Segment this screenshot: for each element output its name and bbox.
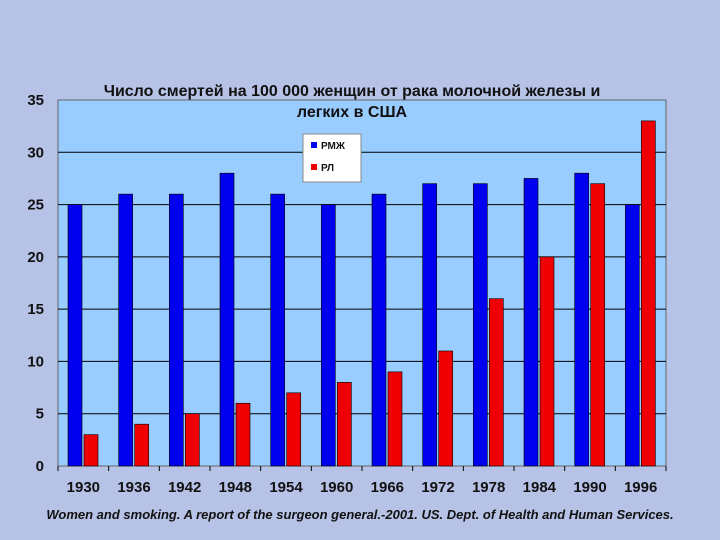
bar-rl-1990 bbox=[590, 183, 605, 467]
bar-rmzh-1996 bbox=[625, 204, 640, 467]
bar-rmzh-1936 bbox=[118, 193, 133, 467]
bars bbox=[67, 120, 656, 467]
bar-rmzh-1984 bbox=[523, 178, 539, 467]
x-tick-label-1960: 1960 bbox=[320, 479, 353, 496]
x-axis: 1930 1936 1942 1948 1954 1960 1966 1972 1978 1984… bbox=[57, 466, 667, 496]
bar-rmzh-1990 bbox=[574, 172, 589, 467]
bar-rl-1984 bbox=[539, 256, 555, 467]
x-tick-label-1996: 1996 bbox=[624, 479, 657, 496]
bar-rl-1978 bbox=[489, 298, 504, 467]
bar-rmzh-1972 bbox=[422, 183, 437, 467]
legend-swatch-rl bbox=[311, 164, 317, 170]
x-tick-label-1966: 1966 bbox=[371, 479, 404, 496]
bar-rl-1948 bbox=[235, 402, 251, 467]
bar-rmzh-1948 bbox=[219, 172, 235, 467]
y-axis: 0 5 10 15 20 25 30 35 bbox=[27, 92, 44, 475]
y-tick-label: 5 bbox=[36, 406, 44, 423]
legend-label-rl: РЛ bbox=[321, 163, 334, 174]
x-tick-label-1972: 1972 bbox=[421, 479, 454, 496]
bar-rmzh-1930 bbox=[67, 204, 83, 467]
bar-rl-1954 bbox=[286, 392, 301, 467]
x-tick-label-1948: 1948 bbox=[219, 479, 252, 496]
bar-rl-1966 bbox=[387, 371, 403, 467]
source-caption: Women and smoking. A report of the surge… bbox=[46, 507, 674, 522]
y-tick-label: 10 bbox=[27, 353, 44, 370]
legend: РМЖ РЛ bbox=[302, 133, 362, 183]
y-tick-label: 35 bbox=[27, 92, 44, 109]
x-tick-label-1954: 1954 bbox=[269, 479, 303, 496]
chart-title-line-2: легких в США bbox=[297, 104, 408, 121]
bar-rl-1960 bbox=[337, 382, 352, 467]
bar-rmzh-1954 bbox=[270, 193, 285, 467]
legend-swatch-rmzh bbox=[311, 142, 317, 148]
plot-area bbox=[57, 99, 667, 467]
bar-rl-1942 bbox=[185, 413, 200, 467]
bar-rl-1936 bbox=[134, 423, 149, 467]
y-tick-label: 15 bbox=[27, 301, 44, 318]
bar-rl-1930 bbox=[83, 434, 99, 467]
grid-lines bbox=[58, 151, 666, 415]
legend-label-rmzh: РМЖ bbox=[321, 141, 346, 152]
bar-rmzh-1978 bbox=[473, 183, 488, 467]
y-tick-label: 20 bbox=[27, 249, 44, 266]
bar-rmzh-1966 bbox=[371, 193, 387, 467]
x-tick-label-1978: 1978 bbox=[472, 479, 505, 496]
chart-title-line-1: Число смертей на 100 000 женщин от рака … bbox=[104, 83, 601, 100]
x-tick-label-1990: 1990 bbox=[573, 479, 606, 496]
bar-rl-1972 bbox=[438, 350, 453, 467]
bar-rl-1996 bbox=[641, 120, 656, 467]
x-tick-label-1984: 1984 bbox=[523, 479, 557, 496]
y-tick-label: 30 bbox=[27, 144, 44, 161]
x-tick-label-1942: 1942 bbox=[168, 479, 201, 496]
bar-rmzh-1960 bbox=[321, 204, 336, 467]
bar-rmzh-1942 bbox=[169, 193, 184, 467]
x-tick-label-1936: 1936 bbox=[117, 479, 150, 496]
y-tick-label: 25 bbox=[27, 197, 44, 214]
y-tick-label: 0 bbox=[36, 458, 44, 475]
x-tick-label-1930: 1930 bbox=[67, 479, 100, 496]
